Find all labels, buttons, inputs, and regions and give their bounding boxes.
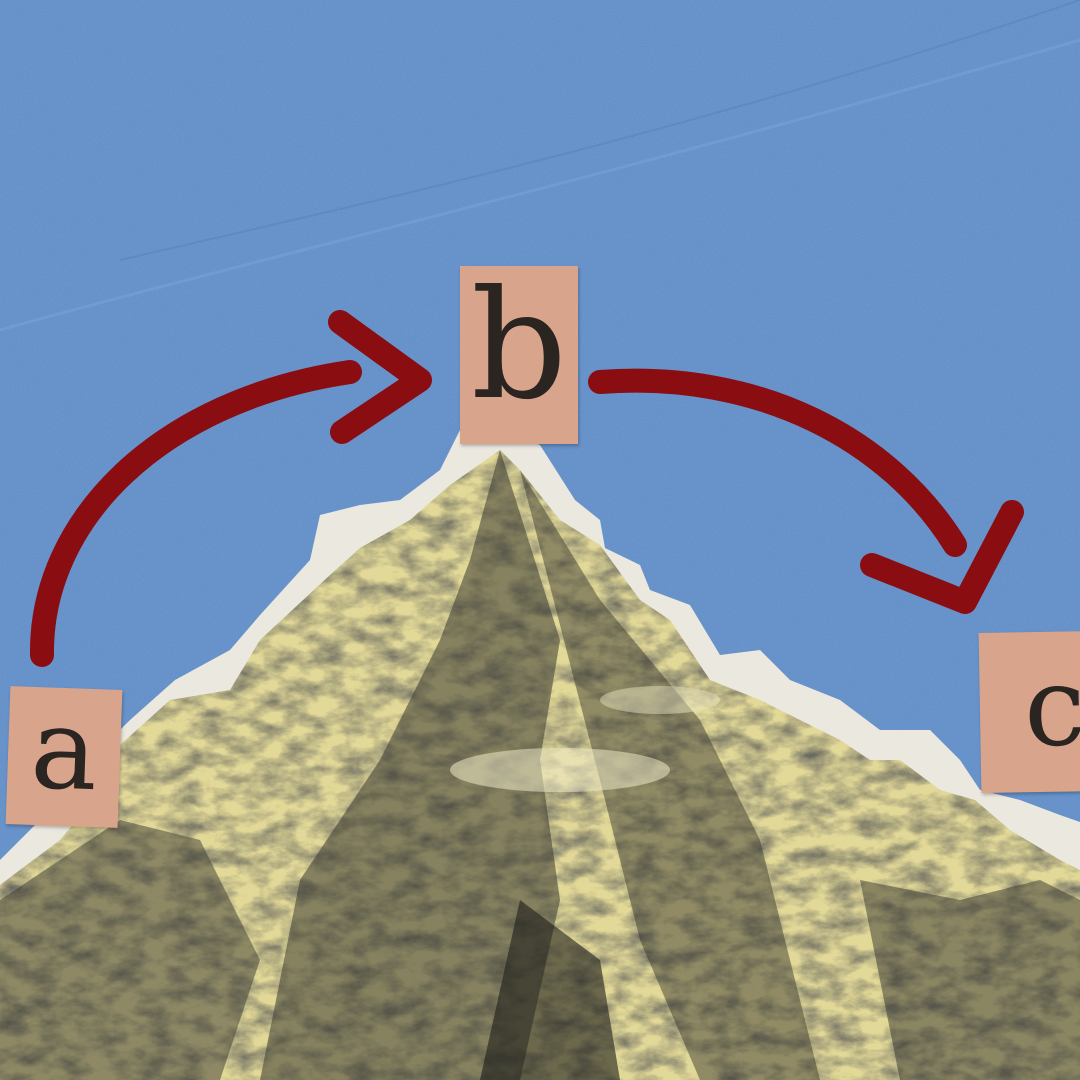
letter-tile-b: b bbox=[460, 266, 578, 444]
letter-tile-c: c bbox=[978, 630, 1080, 794]
arrow-b-to-c-icon bbox=[588, 368, 1024, 614]
letter-a: a bbox=[28, 683, 100, 817]
letter-tile-a: a bbox=[5, 683, 123, 828]
arrow-a-to-b-icon bbox=[29, 310, 432, 667]
paper-crease bbox=[0, 38, 1080, 332]
letter-b: b bbox=[470, 259, 568, 433]
letter-c: c bbox=[1022, 642, 1080, 772]
